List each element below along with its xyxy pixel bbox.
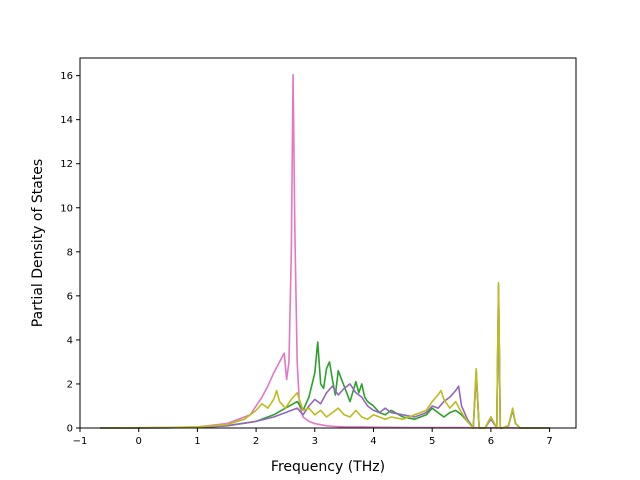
y-axis: 0 2 4 6 8 10 12 14 16 [60,71,80,435]
plot-area [79,57,577,429]
y-tick-label: 8 [67,247,73,258]
y-tick-label: 12 [60,159,73,170]
x-tick-label: 3 [312,436,318,447]
series-line-4 [99,281,551,429]
y-tick-label: 2 [67,379,73,390]
y-tick-label: 10 [60,203,73,214]
x-tick-label: 4 [370,436,376,447]
y-tick-label: 16 [60,71,73,82]
x-tick-label: −1 [73,436,88,447]
x-tick-label: 6 [488,436,494,447]
plot-background [80,58,576,428]
x-axis: −1 0 1 2 3 4 5 6 7 [73,428,553,447]
x-tick-label: 7 [546,436,552,447]
y-tick-label: 0 [67,424,73,435]
x-tick-label: 2 [253,436,259,447]
x-axis-label: Frequency (THz) [271,459,385,475]
x-tick-label: 1 [194,436,200,447]
y-tick-label: 4 [67,335,73,346]
y-tick-label: 14 [60,115,73,126]
x-tick-label: 0 [136,436,142,447]
x-tick-label: 5 [429,436,435,447]
y-axis-label: Partial Density of States [30,159,46,327]
y-tick-label: 6 [67,291,73,302]
plot-frame [79,57,577,429]
